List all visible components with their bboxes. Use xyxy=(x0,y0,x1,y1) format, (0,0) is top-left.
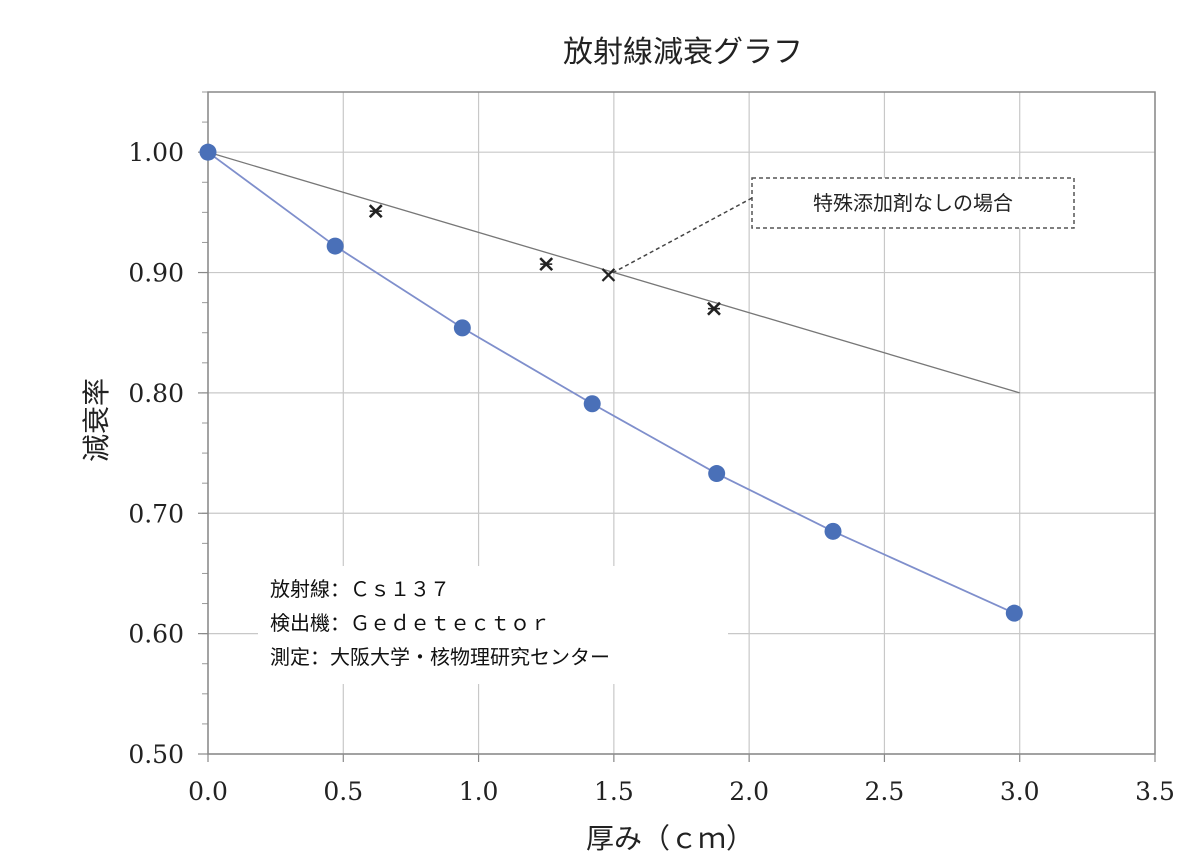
measurement-info: 放射線：Ｃｓ１３７ 検出機：Ｇｅｄｅｔｅｃｔｏｒ 測定：大阪大学・核物理研究セン… xyxy=(258,566,728,684)
info-line-detector: 検出機：Ｇｅｄｅｔｅｃｔｏｒ xyxy=(270,611,550,635)
callout-box xyxy=(751,177,1075,229)
x-tick-label: 0.5 xyxy=(323,777,363,806)
series-1-point xyxy=(583,395,601,413)
x-tick-label: 1.5 xyxy=(594,777,634,806)
info-line-measurement: 測定：大阪大学・核物理研究センター xyxy=(270,645,610,669)
x-tick-label: 3.5 xyxy=(1135,777,1175,806)
y-tick-label: 0.60 xyxy=(128,620,184,649)
y-tick-labels: 0.50 0.60 0.70 0.80 0.90 1.00 xyxy=(128,138,184,769)
series-marks xyxy=(199,143,1023,622)
y-axis-label: 減衰率 xyxy=(80,378,113,462)
series-1-point xyxy=(1005,604,1023,622)
y-tick-label: 0.50 xyxy=(128,740,184,769)
series-2-point xyxy=(539,257,554,272)
callout-arrowhead xyxy=(601,268,616,282)
x-tick-label: 2.5 xyxy=(865,777,905,806)
y-tick-label: 0.80 xyxy=(128,379,184,408)
x-tick-label: 3.0 xyxy=(1000,777,1040,806)
x-tick-labels: 0.0 0.5 1.0 1.5 2.0 2.5 3.0 3.5 xyxy=(188,777,1175,806)
callout-arrow xyxy=(612,197,753,274)
chart-title: 放射線減衰グラフ xyxy=(563,35,803,70)
info-line-radiation: 放射線：Ｃｓ１３７ xyxy=(270,577,450,601)
series-1-point xyxy=(453,319,471,337)
series-2-point xyxy=(368,204,383,219)
y-tick-label: 0.90 xyxy=(128,259,184,288)
plot-frame xyxy=(207,91,1156,755)
callout-text: 特殊添加剤なしの場合 xyxy=(813,191,1013,215)
info-background xyxy=(258,566,728,684)
series-2-point xyxy=(707,301,721,316)
annotation-callout: 特殊添加剤なしの場合 xyxy=(601,177,1075,282)
x-axis-label: 厚み（ｃｍ） xyxy=(586,822,754,855)
x-tick-label: 0.0 xyxy=(188,777,228,806)
series-1-point xyxy=(199,143,217,161)
series-1-point xyxy=(326,237,344,255)
x-tick-label: 1.0 xyxy=(459,777,499,806)
x-tick-label: 2.0 xyxy=(729,777,769,806)
y-tick-label: 0.70 xyxy=(128,499,184,528)
y-tick-label: 1.00 xyxy=(128,138,184,167)
series-1-point xyxy=(824,522,842,540)
series-1-point xyxy=(708,465,726,483)
